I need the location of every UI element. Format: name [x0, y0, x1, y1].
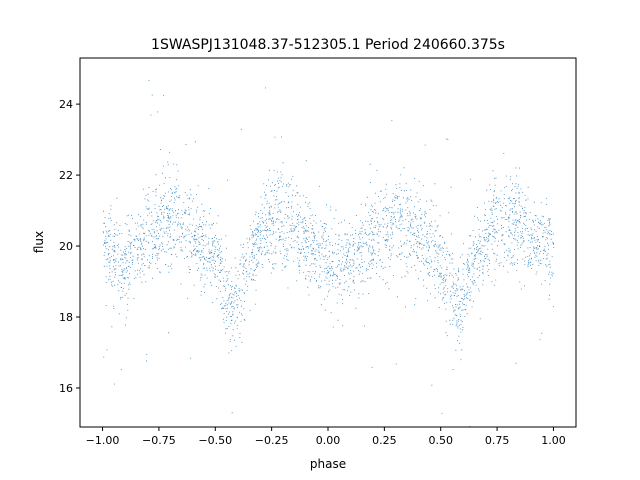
y-tick-label: 22: [59, 169, 73, 182]
x-tick-label: −0.50: [198, 434, 232, 447]
x-tick-label: −1.00: [86, 434, 120, 447]
x-tick-label: 1.00: [541, 434, 566, 447]
x-axis-label: phase: [310, 457, 346, 471]
x-tick-label: −0.25: [255, 434, 289, 447]
scatter-points: [102, 80, 555, 427]
plot-area-frame: [79, 57, 577, 428]
y-tick-label: 24: [59, 98, 73, 111]
y-tick-label: 16: [59, 382, 73, 395]
x-tick-label: −0.75: [142, 434, 176, 447]
y-axis-ticks: 16 18 20 22 24: [59, 98, 80, 395]
y-tick-label: 18: [59, 311, 73, 324]
y-tick-label: 20: [59, 240, 73, 253]
chart-title: 1SWASPJ131048.37-512305.1 Period 240660.…: [151, 37, 505, 53]
y-axis-label: flux: [32, 231, 46, 253]
x-tick-label: 0.00: [316, 434, 341, 447]
x-tick-label: 0.50: [428, 434, 453, 447]
scatter-point-cloud: [102, 80, 555, 427]
x-tick-label: 0.25: [372, 434, 397, 447]
x-axis-ticks: −1.00 −0.75 −0.50 −0.25 0.00 0.25 0.50 0.75 1.00: [86, 427, 566, 447]
x-tick-label: 0.75: [485, 434, 510, 447]
